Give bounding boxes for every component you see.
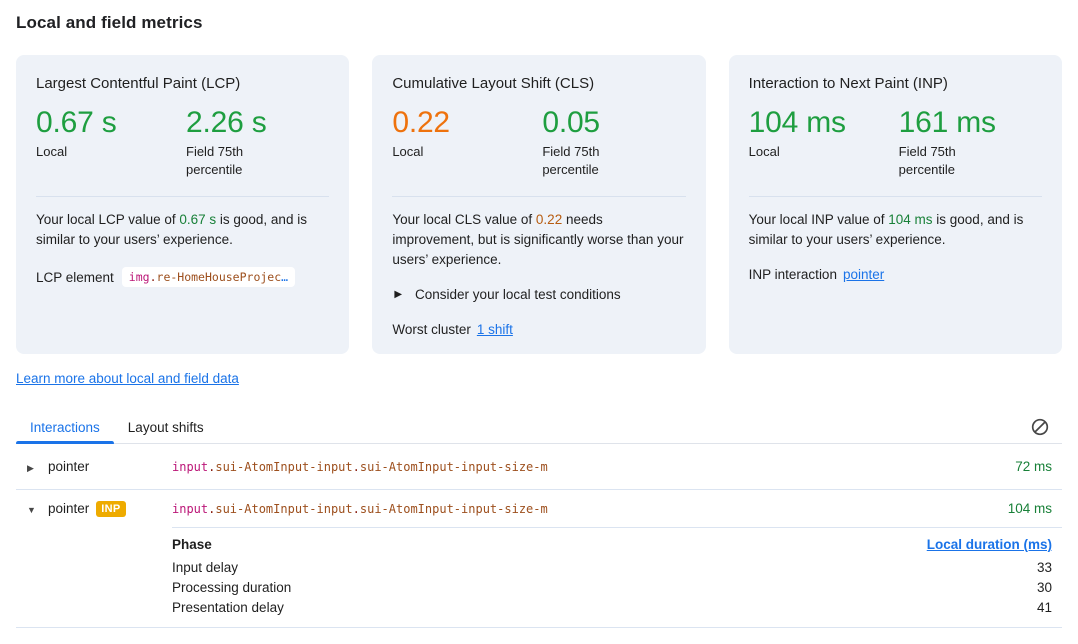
chevron-down-icon[interactable]: ▼ [27,505,36,515]
phase-value: 33 [1036,560,1052,575]
lcp-field-value: 2.26 s [186,106,267,139]
cls-inline-value: 0.22 [535,212,563,227]
block-icon[interactable] [1030,417,1050,437]
phase-row-processing-duration: Processing duration 30 [172,578,1052,598]
worst-cluster-label: Worst cluster [392,322,471,337]
divider [748,196,1042,197]
worst-cluster-link[interactable]: 1 shift [476,322,513,337]
learn-more-link[interactable]: Learn more about local and field data [16,371,239,386]
lcp-field-label: Field 75th percentile [186,144,244,177]
cls-test-conditions-disclosure[interactable]: ▶ Consider your local test conditions [392,287,685,302]
interaction-duration: 104 ms [1007,501,1052,516]
inp-inline-value: 104 ms [888,212,933,227]
lcp-description: Your local LCP value of 0.67 s is good, … [36,212,307,247]
table-bottom-divider [16,627,1062,628]
local-duration-sort-link[interactable]: Local duration (ms) [926,537,1052,552]
cls-metrics: 0.22 Local 0.05 Field 75th percentile [392,106,685,179]
lcp-element-label: LCP element [36,269,114,285]
inp-interaction-link[interactable]: pointer [842,267,885,282]
cls-test-conditions-label: Consider your local test conditions [415,287,621,302]
inp-card-title: Interaction to Next Paint (INP) [748,75,948,92]
phase-value: 30 [1036,580,1052,595]
interaction-name: pointer [48,501,90,516]
interaction-row-pointer[interactable]: ▶ pointer input.sui-AtomInput-input.sui-… [16,444,1062,490]
tab-bar: Interactions Layout shifts [16,413,1062,444]
phase-label: Processing duration [172,580,292,595]
interaction-name: pointer [48,459,90,474]
metric-cards: Largest Contentful Paint (LCP) 0.67 s Lo… [16,55,1062,354]
cls-card-title: Cumulative Layout Shift (CLS) [392,75,595,92]
inp-field-label: Field 75th percentile [898,144,956,177]
page-title: Local and field metrics [16,13,203,32]
tab-interactions[interactable]: Interactions [16,415,114,444]
inp-interaction-label: INP interaction [748,267,837,282]
lcp-element-row: LCP element img.re-HomeHouseProjec… [36,267,329,287]
inp-description: Your local INP value of 104 ms is good, … [748,212,1024,247]
lcp-element-chip[interactable]: img.re-HomeHouseProjec… [121,267,296,287]
lcp-local-metric: 0.67 s Local [36,106,186,179]
cls-local-value: 0.22 [392,106,450,139]
tab-layout-shifts[interactable]: Layout shifts [127,420,204,435]
interaction-row-pointer-inp[interactable]: ▼ pointer INP input.sui-AtomInput-input.… [16,490,1062,527]
cls-card: Cumulative Layout Shift (CLS) 0.22 Local… [372,55,706,354]
phase-label: Input delay [172,560,239,575]
cls-worst-cluster-row: Worst cluster 1 shift [392,322,685,337]
chevron-right-icon[interactable]: ▶ [27,463,34,473]
cls-local-metric: 0.22 Local [392,106,542,179]
interaction-duration: 72 ms [1015,459,1052,474]
lcp-local-label: Local [36,144,68,159]
inp-field-metric: 161 ms Field 75th percentile [899,106,996,179]
cls-field-label: Field 75th percentile [542,144,600,177]
interactions-table: ▶ pointer input.sui-AtomInput-input.sui-… [16,444,1062,628]
inp-metrics: 104 ms Local 161 ms Field 75th percentil… [749,106,1042,179]
phase-row-input-delay: Input delay 33 [172,558,1052,578]
local-field-metrics-panel: Local and field metrics Largest Contentf… [16,13,1062,628]
interaction-selector[interactable]: input.sui-AtomInput-input.sui-AtomInput-… [172,501,548,516]
inp-card: Interaction to Next Paint (INP) 104 ms L… [728,55,1062,354]
inp-field-value: 161 ms [898,106,996,139]
inp-badge: INP [96,500,126,517]
lcp-inline-value: 0.67 s [179,212,217,227]
inp-local-label: Local [748,144,780,159]
chevron-right-icon: ▶ [394,289,403,300]
divider [36,196,330,197]
phase-detail: Phase Local duration (ms) Input delay 33… [172,527,1062,618]
cls-field-value: 0.05 [542,106,600,139]
phase-label: Presentation delay [172,600,284,615]
phase-value: 41 [1036,600,1052,615]
interaction-selector[interactable]: input.sui-AtomInput-input.sui-AtomInput-… [172,459,548,474]
cls-field-metric: 0.05 Field 75th percentile [542,106,637,179]
lcp-local-value: 0.67 s [36,106,117,139]
phase-row-presentation-delay: Presentation delay 41 [172,598,1052,618]
divider [392,196,686,197]
lcp-field-metric: 2.26 s Field 75th percentile [186,106,281,179]
inp-local-metric: 104 ms Local [749,106,899,179]
cls-description: Your local CLS value of 0.22 needs impro… [392,212,684,267]
inp-interaction-row: INP interaction pointer [749,267,1042,282]
lcp-metrics: 0.67 s Local 2.26 s Field 75th percentil… [36,106,329,179]
cls-local-label: Local [392,144,424,159]
inp-local-value: 104 ms [748,106,846,139]
phase-header: Phase [172,537,212,552]
lcp-card: Largest Contentful Paint (LCP) 0.67 s Lo… [16,55,350,354]
lcp-card-title: Largest Contentful Paint (LCP) [36,75,241,92]
